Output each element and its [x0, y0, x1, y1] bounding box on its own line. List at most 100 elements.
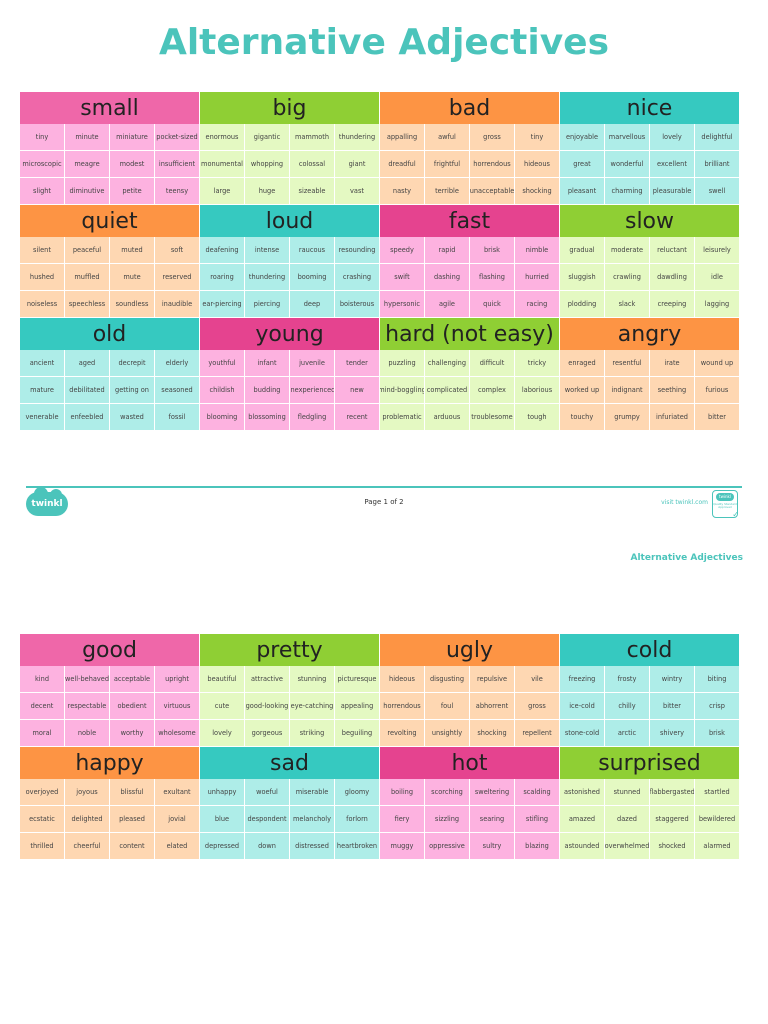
block-header: young — [200, 318, 380, 350]
synonym-cell: bewildered — [695, 806, 740, 833]
synonym-cells: speedy rapid brisk nimble swift dashing flashi… — [380, 237, 560, 318]
synonym-cell: wasted — [110, 404, 155, 431]
synonym-cell: mind-boggling — [380, 377, 425, 404]
block-header: bad — [380, 92, 560, 124]
synonym-cell: blissful — [110, 779, 155, 806]
adjective-block-good: good kind well-behaved acceptable upright dec… — [20, 634, 200, 747]
synonym-cell: biting — [695, 666, 740, 693]
adjective-block-ugly: ugly hideous disgusting repulsive vile horren… — [380, 634, 560, 747]
synonym-cell: teensy — [155, 178, 200, 205]
synonym-cell: crawling — [605, 264, 650, 291]
synonym-cell: stone-cold — [560, 720, 605, 747]
synonym-cell: gorgeous — [245, 720, 290, 747]
synonym-cell: repulsive — [470, 666, 515, 693]
synonym-cell: inexperienced — [290, 377, 335, 404]
synonym-cell: diminutive — [65, 178, 110, 205]
synonym-cell: well-behaved — [65, 666, 110, 693]
synonym-cells: enraged resentful irate wound up worked up in… — [560, 350, 740, 431]
synonym-cells: beautiful attractive stunning picturesque cu… — [200, 666, 380, 747]
synonym-cell: distressed — [290, 833, 335, 860]
synonym-cells: unhappy woeful miserable gloomy blue desponde… — [200, 779, 380, 860]
adjective-block-hard-not-easy: hard (not easy) puzzling challenging diffic… — [380, 318, 560, 431]
synonym-cell: enjoyable — [560, 124, 605, 151]
adjective-block-big: big enormous gigantic mammoth thundering monu… — [200, 92, 380, 205]
synonym-cell: swift — [380, 264, 425, 291]
synonym-cell: vile — [515, 666, 560, 693]
synonym-cell: miserable — [290, 779, 335, 806]
synonym-cell: noble — [65, 720, 110, 747]
synonym-cell: eye-catching — [290, 693, 335, 720]
synonym-cell: plodding — [560, 291, 605, 318]
synonym-cell: moderate — [605, 237, 650, 264]
synonym-cell: recent — [335, 404, 380, 431]
synonym-cell: shocking — [470, 720, 515, 747]
synonym-cell: blossoming — [245, 404, 290, 431]
synonym-cell: troublesome — [470, 404, 515, 431]
synonym-cell: intense — [245, 237, 290, 264]
synonym-cell: huge — [245, 178, 290, 205]
synonym-cell: revolting — [380, 720, 425, 747]
synonym-cell: unacceptable — [470, 178, 515, 205]
synonym-cell: thrilled — [20, 833, 65, 860]
synonym-cell: enormous — [200, 124, 245, 151]
synonym-cell: rapid — [425, 237, 470, 264]
synonym-cell: woeful — [245, 779, 290, 806]
synonym-cell: puzzling — [380, 350, 425, 377]
synonym-cell: enfeebled — [65, 404, 110, 431]
synonym-cell: sizeable — [290, 178, 335, 205]
synonym-cell: dawdling — [650, 264, 695, 291]
synonym-cells: astonished stunned flabbergasted startled am… — [560, 779, 740, 860]
logo-text: twinkl — [31, 499, 63, 509]
block-header: surprised — [560, 747, 740, 779]
adjective-block-young: young youthful infant juvenile tender childis… — [200, 318, 380, 431]
synonym-cell: excellent — [650, 151, 695, 178]
synonym-cell: despondent — [245, 806, 290, 833]
synonym-cell: silent — [20, 237, 65, 264]
adjective-grid-page-1: small tiny minute miniature pocket-sized micr… — [20, 92, 740, 431]
synonym-cell: oppressive — [425, 833, 470, 860]
synonym-cell: flabbergasted — [650, 779, 695, 806]
synonym-cells: kind well-behaved acceptable upright decent r… — [20, 666, 200, 747]
synonym-cell: charming — [605, 178, 650, 205]
adjective-grid-page-2: good kind well-behaved acceptable upright dec… — [20, 634, 740, 860]
synonym-cell: arduous — [425, 404, 470, 431]
footer-divider — [26, 486, 742, 488]
synonym-cell: crisp — [695, 693, 740, 720]
synonym-cell: brisk — [470, 237, 515, 264]
synonym-cells: overjoyed joyous blissful exultant ecstatic d… — [20, 779, 200, 860]
synonym-cell: microscopic — [20, 151, 65, 178]
block-header: nice — [560, 92, 740, 124]
synonym-cell: boisterous — [335, 291, 380, 318]
synonym-cell: budding — [245, 377, 290, 404]
synonym-cell: virtuous — [155, 693, 200, 720]
block-header: hot — [380, 747, 560, 779]
synonym-cell: deep — [290, 291, 335, 318]
synonym-cell: ecstatic — [20, 806, 65, 833]
synonym-cell: hurried — [515, 264, 560, 291]
synonym-cell: joyous — [65, 779, 110, 806]
adjective-block-loud: loud deafening intense raucous resounding roa… — [200, 205, 380, 318]
block-header: pretty — [200, 634, 380, 666]
synonym-cell: sweltering — [470, 779, 515, 806]
synonym-cell: monumental — [200, 151, 245, 178]
synonym-cell: amazed — [560, 806, 605, 833]
synonym-cell: resounding — [335, 237, 380, 264]
synonym-cell: astonished — [560, 779, 605, 806]
block-header: fast — [380, 205, 560, 237]
page-number: Page 1 of 2 — [364, 498, 404, 506]
synonym-cell: down — [245, 833, 290, 860]
twinkl-logo-icon[interactable]: twinkl — [26, 487, 68, 516]
synonym-cell: appalling — [380, 124, 425, 151]
synonym-cell: frightful — [425, 151, 470, 178]
visit-twinkl-link[interactable]: visit twinkl.com — [661, 499, 708, 506]
synonym-cell: seasoned — [155, 377, 200, 404]
synonym-cell: bitter — [650, 693, 695, 720]
synonym-cell: pleasurable — [650, 178, 695, 205]
synonym-cell: enraged — [560, 350, 605, 377]
synonym-cell: depressed — [200, 833, 245, 860]
adjective-block-slow: slow gradual moderate reluctant leisurely slu… — [560, 205, 740, 318]
synonym-cell: complicated — [425, 377, 470, 404]
adjective-block-old: old ancient aged decrepit elderly mature debil… — [20, 318, 200, 431]
synonym-cells: deafening intense raucous resounding roaring… — [200, 237, 380, 318]
synonym-cell: infant — [245, 350, 290, 377]
